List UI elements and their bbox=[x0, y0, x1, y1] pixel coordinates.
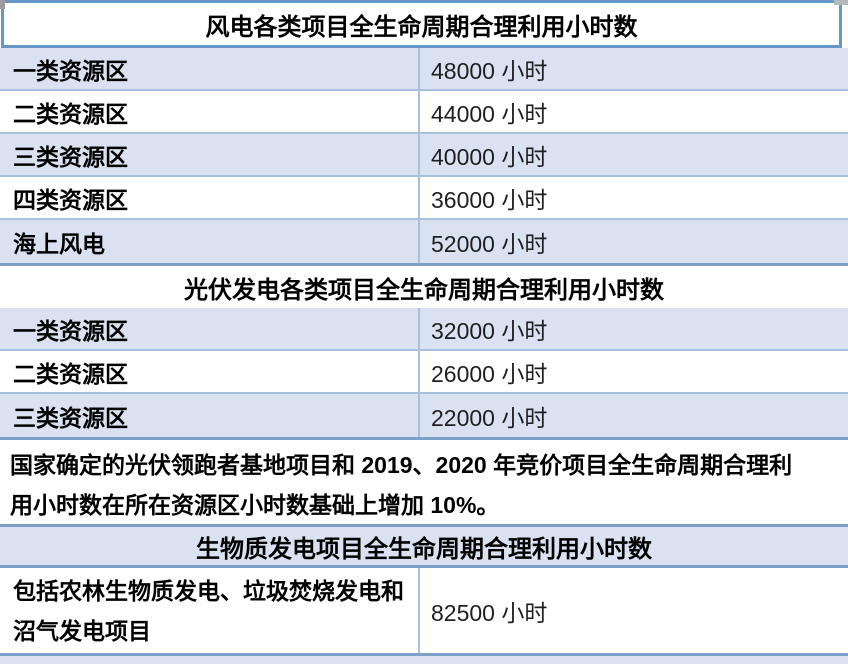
solar-section-note: 国家确定的光伏领跑者基地项目和 2019、2020 年竞价项目全生命周期合理利 … bbox=[0, 440, 848, 524]
section-separator bbox=[0, 653, 848, 656]
table-row: 二类资源区 26000 小时 bbox=[0, 351, 848, 394]
row-label: 二类资源区 bbox=[0, 91, 420, 132]
row-label: 三类资源区 bbox=[0, 394, 420, 437]
table-row: 海上风电 52000 小时 bbox=[0, 220, 848, 263]
section-separator bbox=[0, 263, 848, 266]
row-label: 包括农林生物质发电、垃圾焚烧发电和 沼气发电项目 bbox=[0, 568, 420, 653]
row-value: 40000 小时 bbox=[431, 143, 548, 170]
partial-next-row bbox=[0, 656, 848, 664]
row-label: 二类资源区 bbox=[0, 351, 420, 392]
table-row: 三类资源区 22000 小时 bbox=[0, 394, 848, 437]
row-value: 26000 小时 bbox=[431, 360, 548, 387]
row-value: 48000 小时 bbox=[431, 57, 548, 84]
section-separator bbox=[0, 437, 848, 440]
table-row: 一类资源区 32000 小时 bbox=[0, 308, 848, 351]
row-label: 海上风电 bbox=[0, 220, 420, 263]
table-row: 四类资源区 36000 小时 bbox=[0, 177, 848, 220]
screenshot-artifact-left bbox=[0, 0, 5, 9]
screenshot-artifact-right bbox=[834, 0, 848, 5]
table-row: 包括农林生物质发电、垃圾焚烧发电和 沼气发电项目 82500 小时 bbox=[0, 568, 848, 653]
solar-section-header: 光伏发电各类项目全生命周期合理利用小时数 bbox=[0, 266, 848, 308]
row-value: 36000 小时 bbox=[431, 186, 548, 213]
biomass-section-header: 生物质发电项目全生命周期合理利用小时数 bbox=[0, 524, 848, 568]
table-row: 三类资源区 40000 小时 bbox=[0, 134, 848, 177]
row-value: 52000 小时 bbox=[431, 230, 548, 257]
row-label: 四类资源区 bbox=[0, 177, 420, 218]
row-label: 一类资源区 bbox=[0, 308, 420, 349]
table-row: 二类资源区 44000 小时 bbox=[0, 91, 848, 134]
table-row: 一类资源区 48000 小时 bbox=[0, 48, 848, 91]
row-label: 一类资源区 bbox=[0, 48, 420, 89]
row-label: 三类资源区 bbox=[0, 134, 420, 175]
row-value: 32000 小时 bbox=[431, 317, 548, 344]
row-value: 22000 小时 bbox=[431, 404, 548, 431]
wind-section-header: 风电各类项目全生命周期合理利用小时数 bbox=[1, 0, 842, 48]
row-value: 82500 小时 bbox=[431, 599, 548, 626]
row-value: 44000 小时 bbox=[431, 100, 548, 127]
